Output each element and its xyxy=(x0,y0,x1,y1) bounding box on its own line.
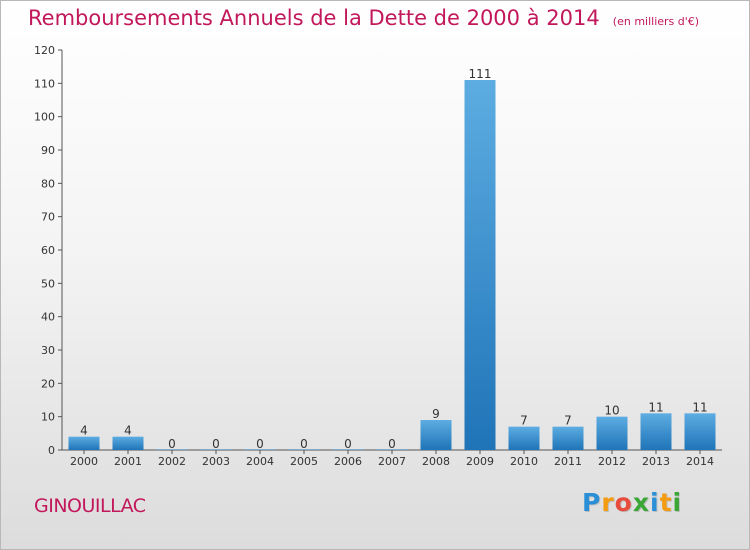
data-label: 9 xyxy=(432,407,440,421)
data-label: 111 xyxy=(469,67,492,81)
bar xyxy=(200,449,232,450)
bar xyxy=(596,416,628,450)
x-tick-label: 2001 xyxy=(114,455,142,468)
data-label: 11 xyxy=(692,400,707,414)
data-label: 4 xyxy=(124,424,132,438)
bar xyxy=(68,436,100,450)
x-tick-label: 2007 xyxy=(378,455,406,468)
y-tick-label: 50 xyxy=(41,277,55,290)
x-tick-label: 2012 xyxy=(598,455,626,468)
bar xyxy=(508,426,540,450)
data-label: 0 xyxy=(212,437,220,451)
data-label: 0 xyxy=(300,437,308,451)
bar xyxy=(156,449,188,450)
bar xyxy=(684,413,716,450)
bar xyxy=(244,449,276,450)
x-tick-label: 2010 xyxy=(510,455,538,468)
logo-letter: o xyxy=(614,488,633,517)
x-tick-label: 2008 xyxy=(422,455,450,468)
data-label: 7 xyxy=(564,414,572,428)
y-tick-label: 80 xyxy=(41,177,55,190)
bar xyxy=(376,449,408,450)
y-tick-label: 90 xyxy=(41,144,55,157)
proxiti-logo: Proxiti xyxy=(582,488,682,517)
bar xyxy=(420,420,452,450)
y-tick-label: 20 xyxy=(41,377,55,390)
logo-letter: i xyxy=(650,488,660,517)
x-tick-label: 2004 xyxy=(246,455,274,468)
data-label: 0 xyxy=(168,437,176,451)
x-tick-label: 2005 xyxy=(290,455,318,468)
bar xyxy=(552,426,584,450)
x-tick-label: 2011 xyxy=(554,455,582,468)
logo-letter: P xyxy=(582,488,602,517)
x-tick-label: 2009 xyxy=(466,455,494,468)
x-tick-label: 2014 xyxy=(686,455,714,468)
logo-letter: r xyxy=(601,488,615,517)
x-tick-label: 2003 xyxy=(202,455,230,468)
data-label: 11 xyxy=(648,400,663,414)
logo-letter: x xyxy=(632,488,650,517)
y-tick-label: 60 xyxy=(41,244,55,257)
chart-subtitle: (en milliers d'€) xyxy=(612,15,700,28)
y-tick-label: 120 xyxy=(34,44,55,57)
data-label: 0 xyxy=(256,437,264,451)
y-tick-label: 10 xyxy=(41,411,55,424)
bar xyxy=(464,80,496,450)
y-tick-label: 70 xyxy=(41,211,55,224)
chart-title: Remboursements Annuels de la Dette de 20… xyxy=(28,6,600,30)
data-label: 0 xyxy=(344,437,352,451)
x-tick-label: 2013 xyxy=(642,455,670,468)
data-label: 10 xyxy=(604,404,619,418)
y-tick-label: 30 xyxy=(41,344,55,357)
x-tick-label: 2000 xyxy=(70,455,98,468)
x-tick-label: 2002 xyxy=(158,455,186,468)
logo-letter: i xyxy=(672,488,683,517)
chart-title-block: Remboursements Annuels de la Dette de 20… xyxy=(28,6,699,30)
bar xyxy=(640,413,672,450)
bar xyxy=(332,449,364,450)
y-tick-label: 100 xyxy=(34,111,55,124)
y-tick-label: 0 xyxy=(48,444,55,457)
bar xyxy=(112,436,144,450)
commune-name: GINOUILLAC xyxy=(34,495,146,517)
data-label: 0 xyxy=(388,437,396,451)
bar xyxy=(288,449,320,450)
x-tick-label: 2006 xyxy=(334,455,362,468)
data-label: 7 xyxy=(520,414,528,428)
y-tick-label: 110 xyxy=(34,77,55,90)
y-tick-label: 40 xyxy=(41,311,55,324)
logo-letter: t xyxy=(659,488,673,517)
data-label: 4 xyxy=(80,424,88,438)
